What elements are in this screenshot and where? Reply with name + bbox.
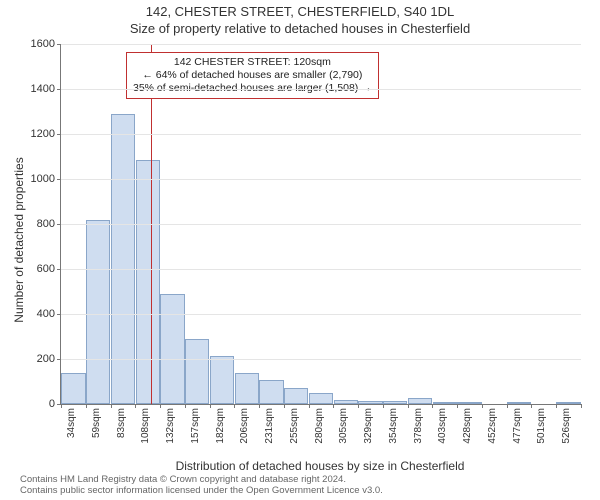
annotation-line1: 142 CHESTER STREET: 120sqm [133,56,372,69]
x-tick [135,404,136,408]
x-tick [160,404,161,408]
x-tick [61,404,62,408]
x-tick [86,404,87,408]
histogram-bar [334,400,358,405]
y-tick-label: 200 [37,353,61,365]
annotation-box: 142 CHESTER STREET: 120sqm ← 64% of deta… [126,52,379,99]
histogram-bar [61,373,85,405]
gridline [61,134,581,135]
x-tick [185,404,186,408]
histogram-bar [507,402,531,404]
x-tick-label: 305sqm [338,408,349,458]
x-tick [531,404,532,408]
histogram-bar [235,373,259,405]
y-tick-label: 1600 [31,38,61,50]
histogram-bar [457,402,481,404]
x-tick-label: 452sqm [487,408,498,458]
gridline [61,269,581,270]
x-tick-label: 108sqm [140,408,151,458]
footer-attribution: Contains HM Land Registry data © Crown c… [20,475,383,497]
histogram-bar [309,393,333,404]
x-tick-label: 83sqm [116,408,127,458]
histogram-bar [136,160,160,404]
x-tick-label: 354sqm [388,408,399,458]
x-tick [581,404,582,408]
y-tick-label: 1000 [31,173,61,185]
y-tick-label: 1200 [31,128,61,140]
histogram-bar [408,398,432,404]
gridline [61,314,581,315]
page-title-line2: Size of property relative to detached ho… [0,21,600,36]
x-tick [259,404,260,408]
x-tick [309,404,310,408]
x-tick [432,404,433,408]
gridline [61,224,581,225]
gridline [61,44,581,45]
gridline [61,359,581,360]
gridline [61,89,581,90]
histogram-bar [86,220,110,405]
x-tick-label: 231sqm [264,408,275,458]
y-tick-label: 800 [37,218,61,230]
histogram-bar [259,380,283,404]
x-tick [383,404,384,408]
x-tick [507,404,508,408]
x-tick [358,404,359,408]
x-tick-label: 280sqm [314,408,325,458]
x-tick [482,404,483,408]
x-tick-label: 403sqm [437,408,448,458]
histogram-bar [210,356,234,404]
x-tick [210,404,211,408]
x-tick [111,404,112,408]
x-tick-label: 182sqm [215,408,226,458]
x-tick-label: 428sqm [462,408,473,458]
footer-line2: Contains public sector information licen… [20,486,383,497]
x-tick [408,404,409,408]
histogram-bar [383,401,407,404]
histogram-bar [358,401,382,404]
y-axis-label: Number of detached properties [12,90,32,390]
histogram-bar [556,402,580,404]
histogram-bar [160,294,184,404]
x-tick-label: 329sqm [363,408,374,458]
x-tick-label: 477sqm [512,408,523,458]
x-tick [333,404,334,408]
histogram-bar [111,114,135,404]
y-tick-label: 400 [37,308,61,320]
histogram-bar [433,402,457,404]
x-tick [457,404,458,408]
y-tick-label: 0 [49,398,61,410]
x-tick-label: 501sqm [536,408,547,458]
chart-plot-area: 142 CHESTER STREET: 120sqm ← 64% of deta… [60,44,581,405]
gridline [61,179,581,180]
x-tick-label: 34sqm [66,408,77,458]
y-tick-label: 600 [37,263,61,275]
histogram-bar [284,388,308,404]
x-axis-label: Distribution of detached houses by size … [60,459,580,473]
x-tick-label: 378sqm [413,408,424,458]
x-tick [284,404,285,408]
x-tick-label: 59sqm [91,408,102,458]
y-tick-label: 1400 [31,83,61,95]
x-tick [556,404,557,408]
annotation-line2: ← 64% of detached houses are smaller (2,… [133,69,372,82]
histogram-bar [185,339,209,404]
page-title-line1: 142, CHESTER STREET, CHESTERFIELD, S40 1… [0,4,600,19]
x-tick-label: 157sqm [190,408,201,458]
x-tick-label: 206sqm [239,408,250,458]
x-tick-label: 526sqm [561,408,572,458]
x-tick-label: 255sqm [289,408,300,458]
x-tick [234,404,235,408]
x-tick-label: 132sqm [165,408,176,458]
